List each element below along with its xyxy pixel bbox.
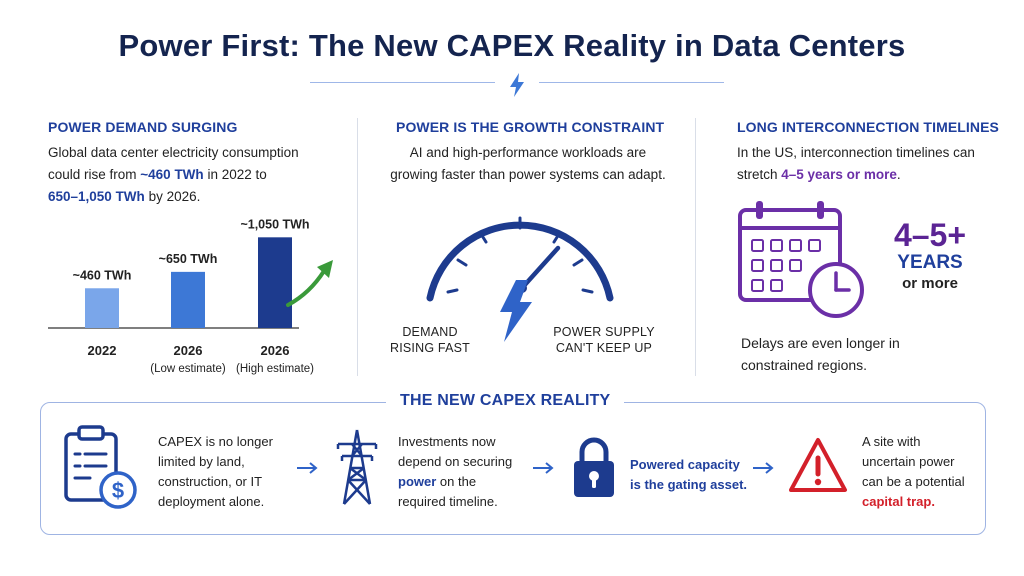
bar-chart: ~460 TWh 2022 ~650 TWh 2026 (Low estimate) ~1…: [48, 217, 333, 375]
bar-1: [171, 271, 205, 328]
col2-text-a: AI and high-performance workloads are: [409, 145, 647, 160]
bar-0: [85, 288, 119, 328]
bar-subcategory-label-2: (High estimate): [236, 363, 314, 375]
col3-title: LONG INTERCONNECTION TIMELINES: [737, 119, 999, 135]
trend-arrow-head: [317, 260, 333, 278]
step2-highlight: power: [398, 474, 437, 489]
step4-line-1: A site with: [862, 434, 921, 449]
title-rule-right: [539, 82, 724, 83]
clipboard-dollar-icon: $: [64, 425, 137, 509]
step2-line-3: on the: [436, 474, 477, 489]
col3-text-a: In the US, interconnection timelines can: [737, 145, 975, 160]
step1-line-3: construction, or IT: [158, 474, 263, 489]
gauge-label-supply-a: POWER SUPPLY: [553, 325, 655, 339]
step3-line-2: is the gating asset.: [630, 477, 748, 492]
calendar-icon: [738, 201, 864, 318]
bar-category-label-2: 2026: [261, 343, 290, 358]
col2-text: AI and high-performance workloads are gr…: [378, 142, 678, 186]
divider-1: [357, 118, 358, 376]
bar-2: [258, 237, 292, 328]
svg-text:$: $: [112, 478, 124, 503]
col1-highlight-2: 650–1,050 TWh: [48, 189, 145, 204]
step1-line-2: limited by land,: [158, 454, 245, 469]
step4-highlight: capital trap.: [862, 494, 935, 509]
bar-category-label-1: 2026: [174, 343, 203, 358]
arrow-right-icon: [297, 462, 318, 474]
divider-2: [695, 118, 696, 376]
title-rule-left: [310, 82, 495, 83]
step4-text: A site with uncertain power can be a pot…: [862, 432, 982, 512]
col1-text-d: by 2026.: [144, 189, 201, 204]
col2-text-b: growing faster than power systems can ad…: [390, 167, 666, 182]
warning-triangle-icon: [789, 438, 847, 492]
step2-text: Investments now depend on securing power…: [398, 432, 538, 512]
page-title: Power First: The New CAPEX Reality in Da…: [118, 28, 906, 63]
step3-text: Powered capacity is the gating asset.: [630, 455, 770, 495]
gauge-label-demand: DEMAND RISING FAST: [382, 324, 478, 356]
arrow-right-icon: [753, 462, 774, 474]
big-years-callout: 4–5+ YEARS or more: [890, 218, 970, 294]
gauge-label-supply: POWER SUPPLY CAN'T KEEP UP: [552, 324, 656, 356]
step2-line-4: required timeline.: [398, 494, 498, 509]
padlock-icon: [574, 437, 614, 497]
bar-value-label-0: ~460 TWh: [73, 268, 132, 282]
step2-line-1: Investments now: [398, 434, 496, 449]
col3-note: Delays are even longer in constrained re…: [741, 332, 981, 376]
step3-line-1: Powered capacity: [630, 457, 740, 472]
step2-line-2: depend on securing: [398, 454, 513, 469]
bar-value-label-2: ~1,050 TWh: [240, 217, 309, 231]
big-years-number: 4–5+: [893, 217, 967, 253]
col1-text-c: in 2022 to: [203, 167, 267, 182]
gauge-label-demand-a: DEMAND: [402, 325, 458, 339]
step4-line-3: can be a potential: [862, 474, 965, 489]
gauge-label-demand-b: RISING FAST: [390, 341, 470, 355]
col3-note-a: Delays are even longer in: [741, 335, 900, 351]
col1-text: Global data center electricity consumpti…: [48, 142, 348, 208]
bar-category-label-0: 2022: [88, 343, 117, 358]
col2-title: POWER IS THE GROWTH CONSTRAINT: [396, 119, 665, 135]
speedometer-gauge-icon: [426, 216, 614, 342]
col3-note-b: constrained regions.: [741, 357, 868, 373]
bar-value-label-1: ~650 TWh: [159, 252, 218, 266]
clock-icon: [808, 262, 864, 318]
gauge-label-supply-b: CAN'T KEEP UP: [555, 341, 653, 355]
step4-line-2: uncertain power: [862, 454, 955, 469]
transmission-tower-icon: [336, 429, 378, 505]
step1-line-4: deployment alone.: [158, 494, 265, 509]
col3-text-b: stretch: [737, 167, 782, 182]
col1-text-b: could rise from: [48, 167, 141, 182]
capex-reality-title: THE NEW CAPEX REALITY: [386, 392, 625, 410]
col1-title: POWER DEMAND SURGING: [48, 119, 238, 135]
big-years-unit: YEARS: [897, 252, 963, 273]
bar-subcategory-label-1: (Low estimate): [150, 363, 226, 375]
arrow-right-icon: [533, 462, 554, 474]
col3-text-c: .: [896, 167, 901, 182]
big-years-more: or more: [902, 275, 958, 292]
lightning-bolt-icon: [510, 73, 524, 97]
trend-arrow-icon: [286, 269, 326, 307]
col3-highlight: 4–5 years or more: [781, 167, 897, 182]
col1-text-a: Global data center electricity consumpti…: [48, 145, 299, 160]
step1-text: CAPEX is no longer limited by land, cons…: [158, 432, 298, 512]
step1-line-1: CAPEX is no longer: [158, 434, 273, 449]
col3-text: In the US, interconnection timelines can…: [737, 142, 997, 186]
col1-highlight-1: ~460 TWh: [140, 167, 204, 182]
